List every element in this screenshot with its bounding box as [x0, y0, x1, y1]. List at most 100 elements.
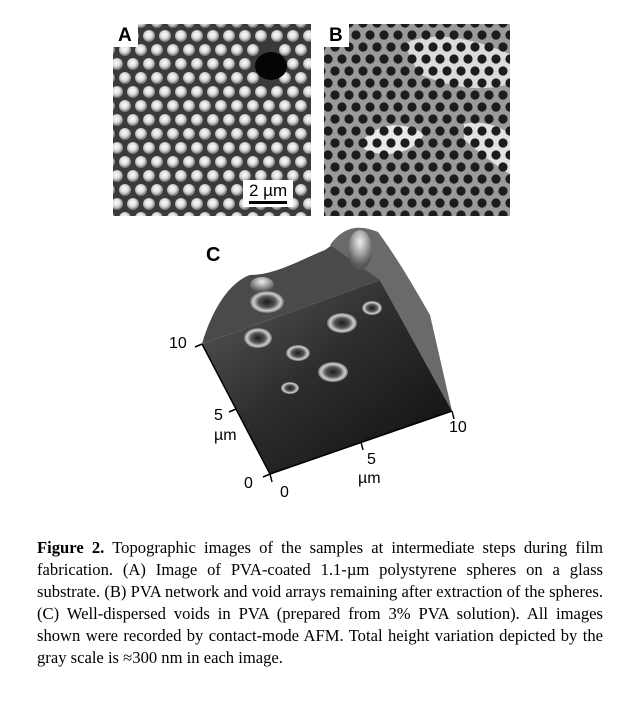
sphere-dot	[191, 58, 203, 70]
sphere-dot	[207, 58, 219, 70]
sphere-dot	[119, 100, 131, 112]
void-dot	[351, 54, 361, 64]
void-dot	[505, 174, 510, 184]
sphere-dot	[255, 114, 267, 126]
void-dot	[351, 78, 361, 88]
afm-void-network	[324, 24, 510, 216]
void-dot	[442, 162, 452, 172]
sphere-dot	[223, 114, 235, 126]
void-dot	[442, 24, 452, 28]
void-dot	[372, 42, 382, 52]
void-dot	[372, 114, 382, 124]
sphere-dot	[159, 170, 171, 182]
sphere-dot	[223, 142, 235, 154]
sphere-dot	[191, 142, 203, 154]
sphere-dot	[303, 86, 311, 98]
void-dot	[414, 42, 424, 52]
scale-bar-label: 2 µm	[249, 181, 288, 200]
void-dot	[505, 54, 510, 64]
sphere-dot	[191, 86, 203, 98]
sphere-dot	[183, 212, 195, 216]
void-dot	[421, 30, 431, 40]
void-dot	[477, 54, 487, 64]
void-dot	[337, 150, 347, 160]
void-dot	[337, 54, 347, 64]
sphere-dot	[287, 30, 299, 42]
void-dot	[484, 42, 494, 52]
void-dot	[330, 138, 340, 148]
afm-3d-surface	[194, 227, 455, 483]
void-dot	[407, 30, 417, 40]
void-dot	[324, 102, 333, 112]
void-dot	[407, 126, 417, 136]
sphere-dot	[151, 24, 163, 28]
sphere-dot	[303, 198, 311, 210]
sphere-dot	[279, 212, 291, 216]
sphere-dot	[247, 44, 259, 56]
void-dot	[428, 114, 438, 124]
sphere-dot	[239, 86, 251, 98]
sphere-dot	[231, 72, 243, 84]
sphere-dot	[159, 30, 171, 42]
void-dot	[393, 126, 403, 136]
sphere-dot	[239, 142, 251, 154]
void-dot	[324, 54, 333, 64]
sphere-dot	[207, 114, 219, 126]
sphere-dot	[263, 100, 275, 112]
sphere-dot	[287, 86, 299, 98]
sphere-dot	[159, 86, 171, 98]
void-dot	[379, 102, 389, 112]
void-dot	[449, 126, 459, 136]
void-dot	[498, 114, 508, 124]
sphere-dot	[295, 212, 307, 216]
void-dot	[470, 162, 480, 172]
void-dot	[337, 78, 347, 88]
sphere-dot	[271, 114, 283, 126]
sphere-dot	[215, 128, 227, 140]
void-dot	[456, 42, 466, 52]
sphere-dot	[143, 142, 155, 154]
afm-sphere-array	[113, 24, 311, 216]
void-dot	[414, 186, 424, 196]
void-dot	[414, 114, 424, 124]
sphere-dot	[207, 170, 219, 182]
sphere-dot	[113, 73, 115, 83]
void-dot	[477, 78, 487, 88]
void-dot	[379, 54, 389, 64]
void-dot	[351, 174, 361, 184]
scale-bar: 2 µm	[243, 180, 294, 207]
void-dot	[400, 24, 410, 28]
x-unit: µm	[358, 470, 381, 487]
sphere-dot	[143, 58, 155, 70]
y-tick-10: 10	[169, 335, 187, 352]
sphere-dot	[113, 142, 123, 154]
void-dot	[470, 66, 480, 76]
sphere-dot	[271, 86, 283, 98]
void-dot	[477, 198, 487, 208]
sphere-dot	[239, 30, 251, 42]
sphere-dot	[113, 114, 123, 126]
void-dot	[435, 126, 445, 136]
sphere-dot	[113, 157, 115, 167]
void-dot	[414, 24, 424, 28]
sphere-dot	[223, 30, 235, 42]
void-dot	[449, 150, 459, 160]
void-dot	[477, 150, 487, 160]
void-dot	[484, 210, 494, 216]
void-dot	[324, 211, 326, 216]
void-dot	[414, 90, 424, 100]
sphere-dot	[175, 58, 187, 70]
void-dot	[435, 78, 445, 88]
sphere-dot	[151, 44, 163, 56]
surface-void	[244, 328, 272, 348]
void-dot	[358, 24, 368, 28]
sphere-dot	[231, 44, 243, 56]
void-dot	[324, 91, 326, 99]
sphere-dot	[295, 184, 307, 196]
void-dot	[456, 162, 466, 172]
sphere-dot	[119, 44, 131, 56]
void-dot	[428, 90, 438, 100]
void-dot	[456, 114, 466, 124]
void-dot	[400, 90, 410, 100]
void-dot	[407, 150, 417, 160]
